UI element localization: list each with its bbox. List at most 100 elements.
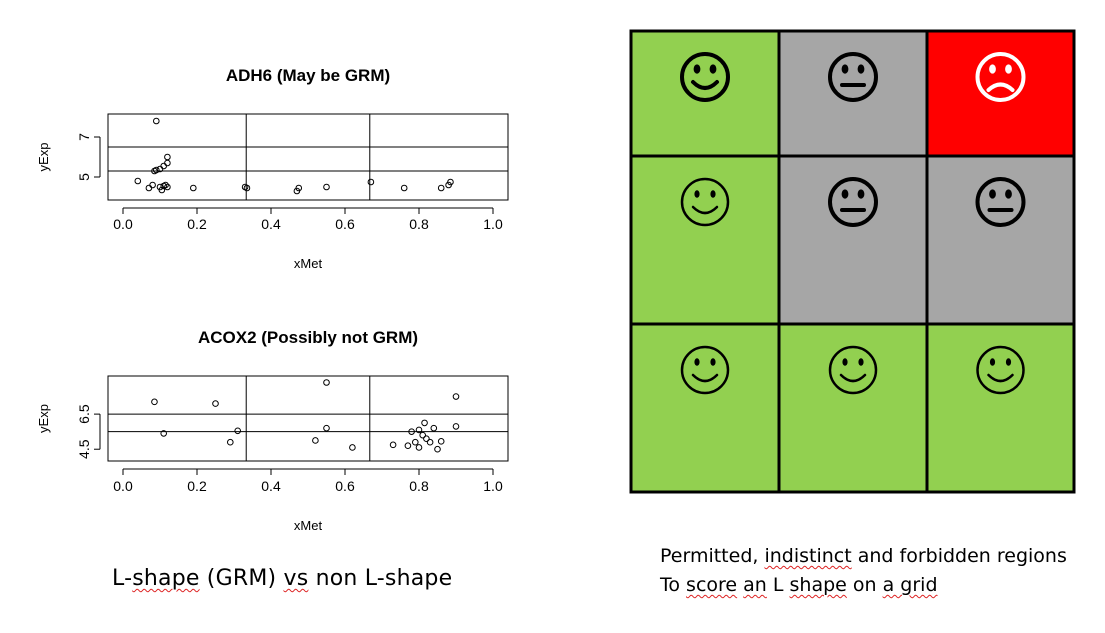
data-point [400,184,408,192]
data-point [323,183,330,191]
face-outline [828,52,878,102]
face-eye [857,189,865,199]
face-eye [989,64,996,74]
face-mouth [691,205,719,215]
data-point [295,184,303,192]
data-point [404,442,412,450]
face-outline [828,345,878,395]
data-point [419,431,427,439]
y-tick-label: 6.5 [76,404,92,424]
data-point [164,159,171,167]
data-point [367,178,375,186]
x-tick-label: 0.0 [113,478,133,494]
face-outline [828,177,878,227]
y-tick-label: 4.5 [76,439,92,459]
face-outline [975,52,1026,102]
data-point [323,424,330,432]
data-point [452,423,460,430]
grid-cell-r1c2 [777,29,929,158]
data-point [149,181,156,189]
x-tick-label: 1.0 [483,478,503,494]
x-tick-label: 0.6 [335,216,355,232]
plot-1: ADH6 (May be GRM) 0.0 0.2 0.4 0.6 0.8 1.0 xMet 5… [36,66,509,271]
data-point [349,444,356,451]
face-outline [680,345,730,395]
data-point [153,117,160,125]
data-point [227,438,234,446]
data-point [151,398,158,406]
data-point [430,424,438,432]
neutral-face-icon [828,52,878,102]
data-point [243,184,251,192]
grid-cell-r1c1 [629,29,781,158]
plot-frame [107,113,509,201]
x-axis-label: xMet [294,518,323,533]
right-caption-line1: Permitted, indistinct and forbidden regi… [660,545,1067,567]
x-tick-label: 1.0 [483,216,503,232]
y-tick-label: 7 [76,133,92,141]
plot-2: ACOX2 (Possibly not GRM) 0.0 0.2 0.4 0.6 0.8 1… [36,328,509,533]
face-eye [858,358,864,366]
x-tick-label: 0.4 [261,216,281,232]
y-tick-label: 5 [76,173,92,181]
smiley-face-icon [680,177,730,227]
y-axis-label: yExp [36,404,51,433]
face-eye [694,190,700,198]
face-eye [841,189,849,199]
data-point [437,184,445,192]
data-point [234,427,241,435]
x-tick-label: 0.8 [409,478,429,494]
grid-cell-r2c2 [777,154,929,326]
data-point [415,444,423,451]
face-mouth [986,82,1015,92]
grid-cell-r3c3 [925,322,1076,494]
face-outline [975,177,1026,227]
data-point [212,400,219,407]
data-point [423,435,430,442]
smiley-face-icon [976,345,1025,395]
data-point [190,184,197,192]
right-caption: Permitted, indistinct and forbidden regi… [660,542,1067,600]
x-tick-label: 0.2 [187,216,207,232]
smiley-face-icon [680,52,730,102]
left-caption: L-shape (GRM) vs non L-shape [112,566,453,591]
right-caption-line2: To score an L shape on a grid [660,574,938,596]
scatter-plots: ADH6 (May be GRM) 0.0 0.2 0.4 0.6 0.8 1.0 xMet 5… [36,66,509,533]
frowning-face-icon [975,52,1026,102]
data-point [312,437,319,444]
face-eye [1005,358,1012,366]
face-eye [710,358,716,366]
neutral-face-icon [828,177,878,227]
x-tick-label: 0.8 [409,216,429,232]
face-eye [710,190,716,198]
face-eye [693,64,701,74]
data-point [437,438,445,445]
grid-cell-r3c1 [629,322,781,494]
data-point [412,438,419,446]
face-eye [842,358,848,366]
face-mouth [839,373,867,383]
neutral-face-icon [975,177,1026,227]
face-eye [1005,64,1012,74]
face-outline [680,52,730,102]
grid-cell-r2c1 [629,154,781,326]
data-point [447,178,454,186]
face-eye [989,358,996,366]
plot-frame [107,375,509,462]
grid-cell-r1c3 [925,29,1076,158]
grid-cell-r3c2 [777,322,929,494]
x-axis-label: xMet [294,256,323,271]
face-eye [857,64,865,74]
x-tick-label: 0.2 [187,478,207,494]
face-eye [694,358,700,366]
grid-cell-r2c3 [925,154,1076,326]
y-axis-label: yExp [36,143,51,172]
data-point [134,177,142,185]
face-eye [1005,189,1012,199]
data-point [452,393,460,400]
data-point [421,419,428,427]
x-tick-label: 0.6 [335,478,355,494]
data-point [162,181,169,189]
face-eye [989,189,996,199]
face-mouth [987,373,1014,383]
